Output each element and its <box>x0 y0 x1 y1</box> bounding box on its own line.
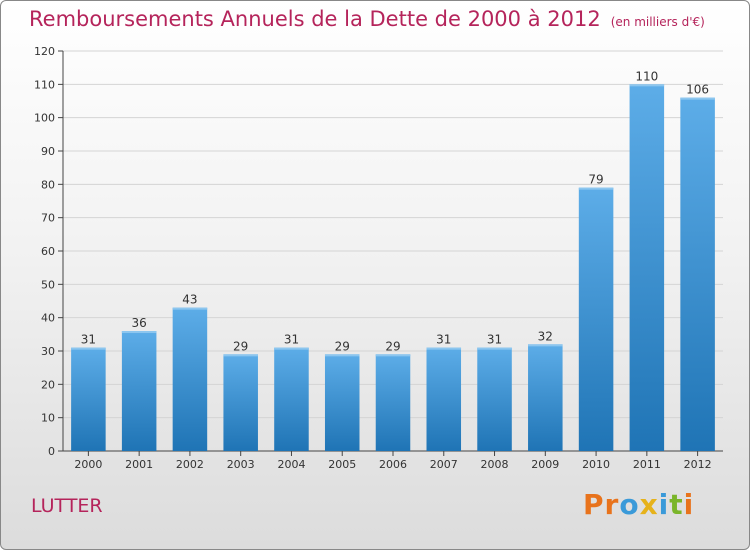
y-tick-label: 60 <box>41 245 55 258</box>
x-tick-label: 2001 <box>125 458 153 471</box>
y-tick-label: 40 <box>41 312 55 325</box>
y-tick-label: 70 <box>41 212 55 225</box>
chart-frame: Remboursements Annuels de la Dette de 20… <box>0 0 750 550</box>
bar-2009 <box>528 344 563 451</box>
y-tick-label: 110 <box>34 78 55 91</box>
bar-value-label: 31 <box>487 333 502 347</box>
bar-2007 <box>427 348 462 451</box>
bar-highlight <box>223 354 258 356</box>
y-tick-label: 90 <box>41 145 55 158</box>
x-tick-label: 2004 <box>277 458 305 471</box>
bar-highlight <box>173 308 208 310</box>
logo-letter: i <box>659 488 670 521</box>
bar-highlight <box>376 354 411 356</box>
y-tick-label: 80 <box>41 178 55 191</box>
bar-highlight <box>680 98 715 100</box>
bar-highlight <box>579 188 614 190</box>
x-tick-label: 2007 <box>430 458 458 471</box>
logo-letter: i <box>684 488 695 521</box>
x-tick-label: 2000 <box>74 458 102 471</box>
x-tick-label: 2008 <box>481 458 509 471</box>
x-tick-label: 2012 <box>684 458 712 471</box>
logo-letter: x <box>640 488 659 521</box>
bar-2005 <box>325 354 360 451</box>
commune-name: LUTTER <box>31 495 103 517</box>
bar-value-label: 29 <box>335 339 350 353</box>
y-tick-label: 120 <box>34 45 55 58</box>
x-tick-label: 2010 <box>582 458 610 471</box>
bar-value-label: 31 <box>81 333 96 347</box>
logo-letter: P <box>583 488 605 521</box>
bar-value-label: 31 <box>284 333 299 347</box>
bar-highlight <box>274 348 309 350</box>
bar-highlight <box>528 344 563 346</box>
bar-value-label: 36 <box>132 316 147 330</box>
bar-2004 <box>274 348 309 451</box>
x-tick-label: 2011 <box>633 458 661 471</box>
bar-2006 <box>376 354 411 451</box>
bar-highlight <box>325 354 360 356</box>
bar-highlight <box>630 84 665 86</box>
bar-value-label: 79 <box>588 173 603 187</box>
x-tick-label: 2006 <box>379 458 407 471</box>
bar-2000 <box>71 348 106 451</box>
bar-highlight <box>427 348 462 350</box>
bar-value-label: 31 <box>436 333 451 347</box>
logo-letter: t <box>669 488 683 521</box>
bar-value-label: 106 <box>686 83 709 97</box>
x-tick-label: 2005 <box>328 458 356 471</box>
bar-2003 <box>223 354 258 451</box>
y-tick-label: 100 <box>34 112 55 125</box>
bar-value-label: 110 <box>635 69 658 83</box>
bar-highlight <box>477 348 512 350</box>
bar-2008 <box>477 348 512 451</box>
bar-chart: 0 10 20 30 40 50 60 70 80 90 100 110 120 2000 2001 2002… <box>1 1 750 550</box>
logo-letter: o <box>619 488 639 521</box>
y-tick-label: 50 <box>41 278 55 291</box>
bar-value-label: 32 <box>538 329 553 343</box>
bar-highlight <box>122 331 157 333</box>
bar-highlight <box>71 348 106 350</box>
bar-2012 <box>680 98 715 451</box>
bar-value-label: 43 <box>182 293 197 307</box>
bar-2011 <box>630 84 665 451</box>
x-tick-label: 2009 <box>531 458 559 471</box>
bar-2010 <box>579 188 614 451</box>
y-tick-label: 10 <box>41 412 55 425</box>
bar-value-label: 29 <box>385 339 400 353</box>
x-tick-label: 2003 <box>227 458 255 471</box>
logo-letter: r <box>605 488 620 521</box>
y-tick-label: 20 <box>41 378 55 391</box>
x-tick-label: 2002 <box>176 458 204 471</box>
bar-value-label: 29 <box>233 339 248 353</box>
proxiti-logo: Proxiti <box>583 488 694 521</box>
y-tick-label: 30 <box>41 345 55 358</box>
y-tick-label: 0 <box>48 445 55 458</box>
bar-2002 <box>173 308 208 451</box>
bar-2001 <box>122 331 157 451</box>
